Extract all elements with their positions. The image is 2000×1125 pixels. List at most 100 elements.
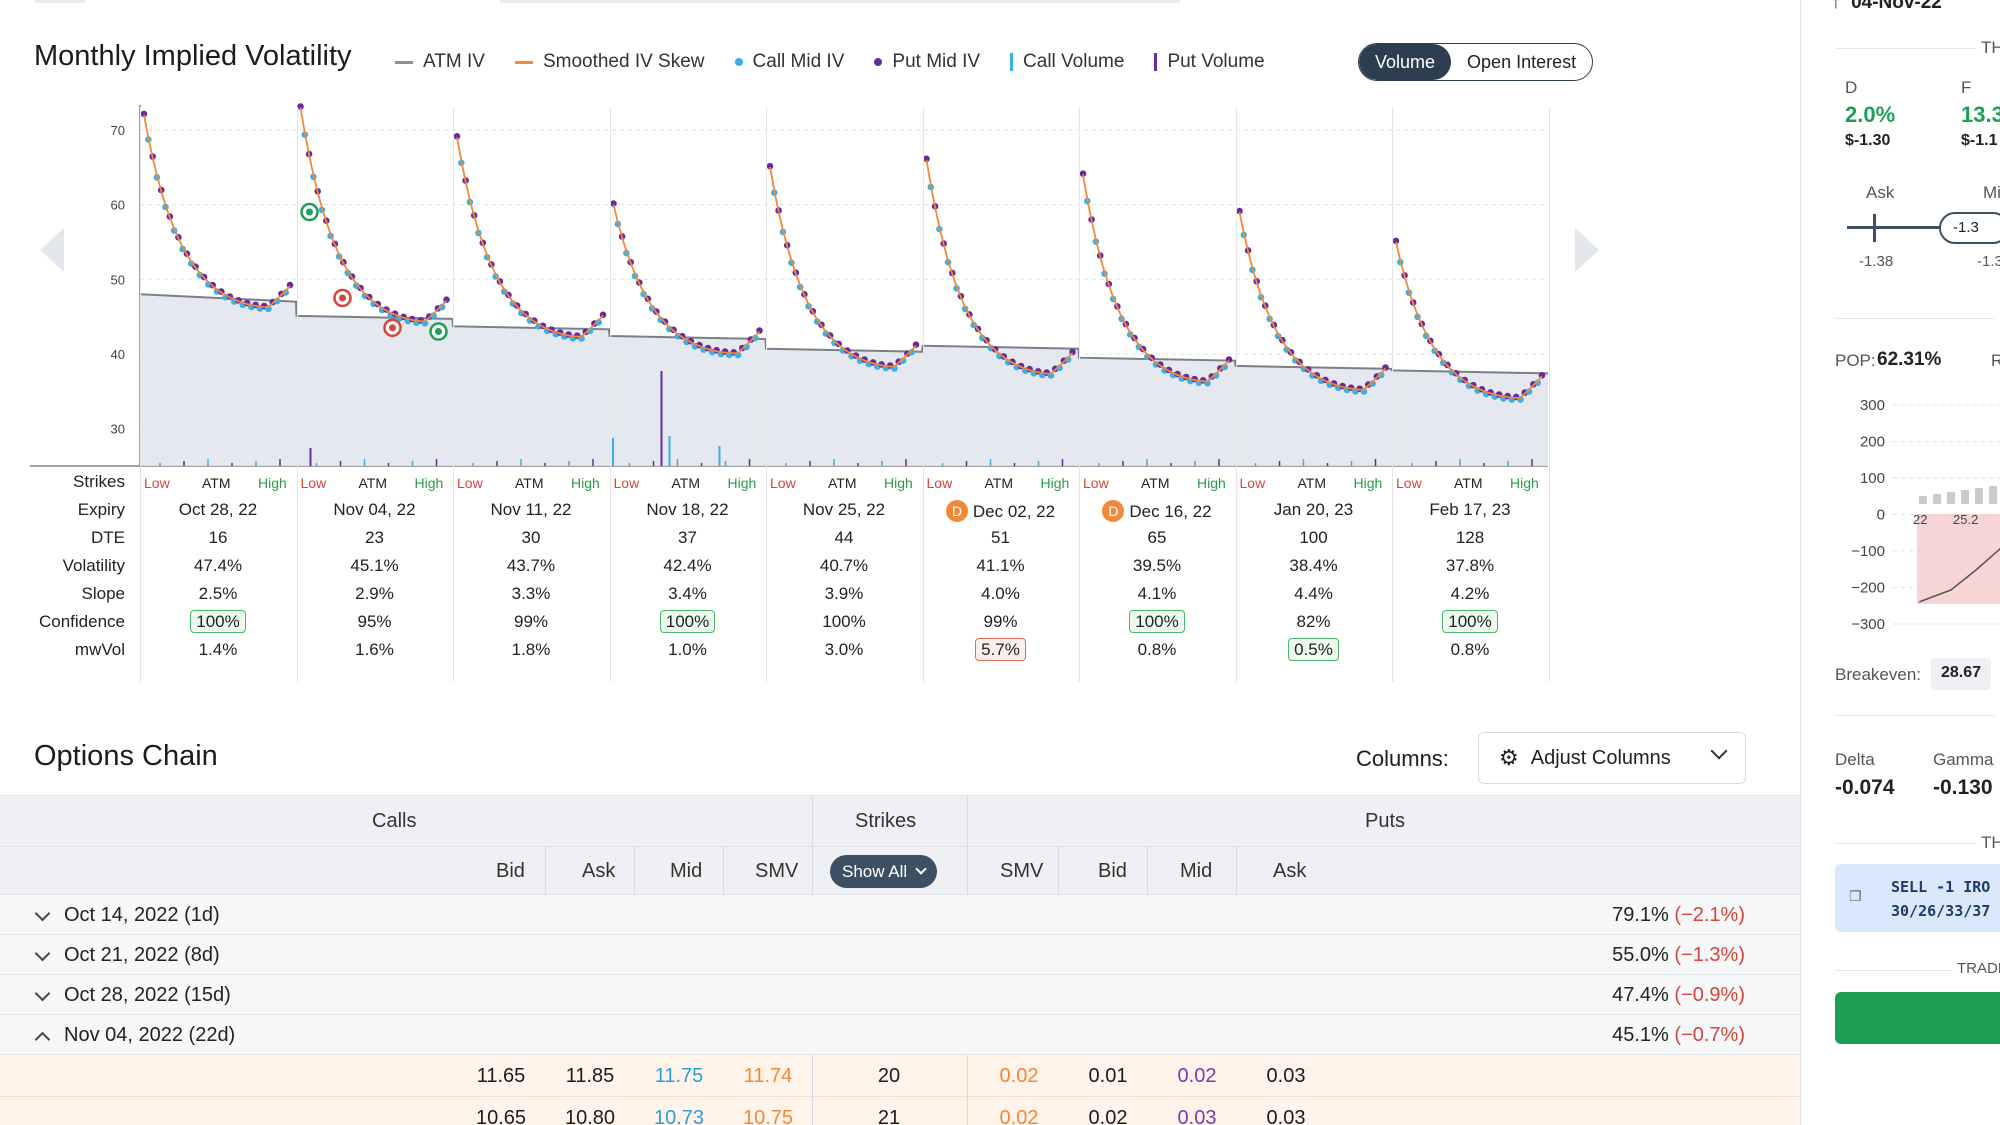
call-bid[interactable]: 11.65 xyxy=(476,1065,526,1087)
col-put-bid[interactable]: Bid xyxy=(1098,860,1127,882)
info-mwvol: 1.8% xyxy=(453,640,609,660)
pnl-volume-bar xyxy=(1961,490,1969,504)
pnl-y-tick: −200 xyxy=(1851,580,1885,597)
breakeven-label: Breakeven: xyxy=(1835,665,1921,684)
legend-put-mid-iv[interactable]: Put Mid IV xyxy=(874,51,980,73)
legend-call-volume[interactable]: Call Volume xyxy=(1010,51,1124,73)
strike-range-low[interactable]: Low xyxy=(457,475,483,491)
strike-range-high[interactable]: High xyxy=(1197,475,1226,491)
put-mid[interactable]: 0.03 xyxy=(1177,1107,1217,1125)
copy-icon[interactable]: ❐ xyxy=(1849,888,1862,904)
chart-prev-arrow-icon[interactable] xyxy=(40,228,64,272)
dividend-icon: D xyxy=(945,500,968,522)
info-slope-value: 2.9% xyxy=(355,584,394,603)
chevron-up-icon[interactable] xyxy=(34,1031,51,1048)
put-bid[interactable]: 0.01 xyxy=(1088,1065,1128,1087)
show-all-strikes-dropdown[interactable]: Show All xyxy=(830,855,938,888)
call-mid-iv-point xyxy=(1534,379,1541,387)
expiration-row[interactable]: Oct 21, 2022 (8d) 55.0% (−1.3%) xyxy=(0,935,1800,975)
strike-range-low[interactable]: Low xyxy=(1396,475,1422,491)
toggle-volume[interactable]: Volume xyxy=(1359,44,1452,80)
col-put-mid[interactable]: Mid xyxy=(1180,860,1213,882)
strike-range-low[interactable]: Low xyxy=(770,475,796,491)
put-mid[interactable]: 0.02 xyxy=(1177,1065,1217,1087)
col-put-ask[interactable]: Ask xyxy=(1273,860,1307,882)
strike-range-high[interactable]: High xyxy=(727,475,757,491)
col-call-ask[interactable]: Ask xyxy=(582,860,616,882)
pnl-y-tick: −100 xyxy=(1851,543,1885,560)
legend-smoothed-iv-skew[interactable]: Smoothed IV Skew xyxy=(514,51,705,73)
put-ask[interactable]: 0.03 xyxy=(1266,1065,1306,1087)
strike-range-high[interactable]: High xyxy=(1040,475,1070,491)
table-row[interactable]: 10.65 10.80 10.73 10.75 21 0.02 0.02 0.0… xyxy=(0,1097,1800,1125)
strike-range-high[interactable]: High xyxy=(258,475,287,491)
expiration-row[interactable]: Oct 14, 2022 (1d) 79.1% (−2.1%) xyxy=(0,895,1800,935)
info-dte-value: 23 xyxy=(365,528,384,547)
info-confidence: 100% xyxy=(140,610,296,633)
strike-range-high[interactable]: High xyxy=(414,475,444,491)
chevron-down-icon[interactable] xyxy=(34,945,51,962)
strike-range-atm[interactable]: ATM xyxy=(1297,475,1327,491)
call-ask[interactable]: 10.80 xyxy=(564,1107,616,1125)
put-bid[interactable]: 0.02 xyxy=(1088,1107,1128,1125)
info-volatility-value: 39.5% xyxy=(1132,556,1182,575)
strike-range-atm[interactable]: ATM xyxy=(984,475,1014,491)
legend-put-volume[interactable]: Put Volume xyxy=(1154,51,1265,73)
chart-next-arrow-icon[interactable] xyxy=(1575,228,1599,272)
call-ask[interactable]: 11.85 xyxy=(565,1065,615,1087)
strike-range-low[interactable]: Low xyxy=(144,475,170,491)
trade-summary-card[interactable]: ❐ SELL -1 IRO 30/26/33/37 xyxy=(1835,864,2000,932)
info-slope: 2.5% xyxy=(140,584,296,604)
call-smv: 11.74 xyxy=(743,1065,793,1087)
info-mwvol-value: 0.8% xyxy=(1450,640,1490,659)
info-slope-value: 4.2% xyxy=(1450,584,1490,603)
legend-atm-iv[interactable]: ATM IV xyxy=(395,51,485,73)
strike-range-high[interactable]: High xyxy=(1510,475,1539,491)
expiration-row[interactable]: Nov 04, 2022 (22d) 45.1% (−0.7%) xyxy=(0,1015,1800,1055)
strike-range-low[interactable]: Low xyxy=(613,475,640,491)
adjust-columns-button[interactable]: ⚙ Adjust Columns xyxy=(1478,732,1746,784)
legend-call-mid-iv[interactable]: Call Mid IV xyxy=(734,51,844,73)
y-tick-label: 60 xyxy=(111,198,125,213)
strike-range-low[interactable]: Low xyxy=(1083,475,1109,491)
info-expiry-value: Dec 02, 22 xyxy=(972,502,1056,521)
table-row[interactable]: 11.65 11.85 11.75 11.74 20 0.02 0.01 0.0… xyxy=(0,1055,1800,1097)
info-mwvol-value: 5.7% xyxy=(975,638,1026,661)
strike-range-atm[interactable]: ATM xyxy=(1141,475,1170,491)
call-mid[interactable]: 10.73 xyxy=(653,1107,705,1125)
strike-range-atm[interactable]: ATM xyxy=(828,475,857,491)
strike-range-high[interactable]: High xyxy=(571,475,600,491)
strike-range-high[interactable]: High xyxy=(884,475,913,491)
chevron-down-icon[interactable] xyxy=(34,905,51,922)
send-trade-button[interactable] xyxy=(1835,992,2000,1044)
call-mid-iv-point xyxy=(595,319,602,326)
info-expiry-value: Jan 20, 23 xyxy=(1273,500,1354,519)
strike-range-low[interactable]: Low xyxy=(926,475,953,491)
info-row-label: Expiry xyxy=(77,500,125,519)
chevron-down-icon[interactable] xyxy=(34,985,51,1002)
y-tick-label: 40 xyxy=(111,347,125,362)
col-put-smv[interactable]: SMV xyxy=(1000,860,1044,882)
col-f-label: F xyxy=(1961,78,1972,97)
price-slider-track[interactable] xyxy=(1847,226,1997,229)
strike-range-atm[interactable]: ATM xyxy=(671,475,701,491)
strike-range-atm[interactable]: ATM xyxy=(1454,475,1483,491)
strike-range-low[interactable]: Low xyxy=(300,475,327,491)
strike-range-atm[interactable]: ATM xyxy=(202,475,231,491)
expiration-row[interactable]: Oct 28, 2022 (15d) 47.4% (−0.9%) xyxy=(0,975,1800,1015)
price-slider-handle[interactable]: -1.3 xyxy=(1939,212,2000,244)
call-mid[interactable]: 11.75 xyxy=(654,1065,704,1087)
strike-range-atm[interactable]: ATM xyxy=(358,475,388,491)
info-dte: 44 xyxy=(766,528,922,548)
toggle-open-interest[interactable]: Open Interest xyxy=(1467,51,1577,72)
strike-range-high[interactable]: High xyxy=(1353,475,1383,491)
col-call-bid[interactable]: Bid xyxy=(496,860,525,882)
put-ask[interactable]: 0.03 xyxy=(1266,1107,1306,1125)
call-bid[interactable]: 10.65 xyxy=(475,1107,527,1125)
col-call-smv[interactable]: SMV xyxy=(755,860,799,882)
strike-range-low[interactable]: Low xyxy=(1239,475,1266,491)
strike-range-atm[interactable]: ATM xyxy=(515,475,544,491)
col-call-mid[interactable]: Mid xyxy=(670,860,703,882)
info-confidence-value: 99% xyxy=(513,612,549,631)
info-mwvol: 1.4% xyxy=(140,640,296,660)
